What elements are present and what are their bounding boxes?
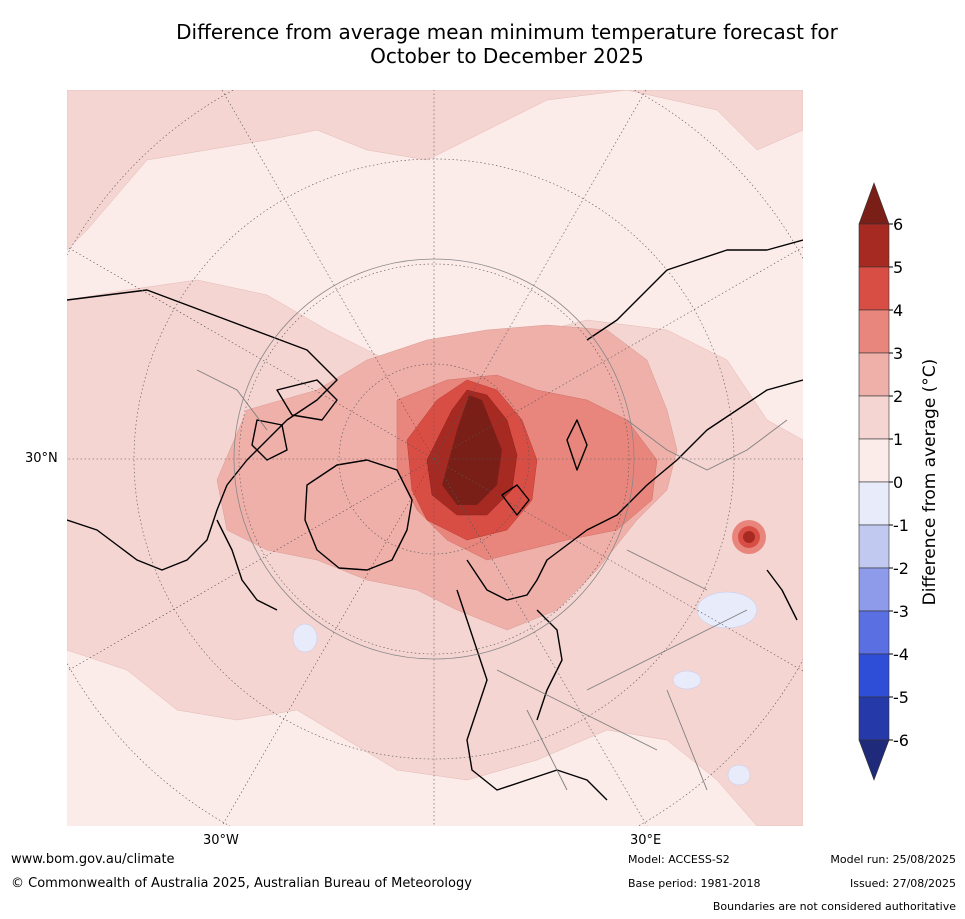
colorbar-segment-4-to-5 xyxy=(858,266,890,311)
colorbar-tick-label: 3 xyxy=(893,344,903,363)
footer-disclaimer: Boundaries are not considered authoritat… xyxy=(712,900,956,913)
anomaly-cool-patch-arabia xyxy=(727,764,751,786)
colorbar-tick-label: -3 xyxy=(893,602,909,621)
colorbar-segment-m1-to-0 xyxy=(858,481,890,526)
eurasia-coast xyxy=(466,379,803,601)
colorbar-tick-label: 6 xyxy=(893,215,903,234)
colorbar-tick-label: 5 xyxy=(893,258,903,277)
colorbar-segment-m6-to-m5 xyxy=(858,696,890,741)
graticule xyxy=(67,90,803,826)
north-america-coast xyxy=(67,289,338,571)
footer-model: Model: ACCESS-S2 xyxy=(628,853,730,866)
map-title-line-1: Difference from average mean minimum tem… xyxy=(176,20,838,44)
colorbar-tick-label: 1 xyxy=(893,430,903,449)
footer-copyright: © Commonwealth of Australia 2025, Austra… xyxy=(11,876,472,891)
colorbar-tick-label: 4 xyxy=(893,301,903,320)
colorbar-segment-m5-to-m4 xyxy=(858,653,890,698)
footer-issued: Issued: 27/08/2025 xyxy=(849,877,956,890)
europe-coast xyxy=(456,589,608,801)
lon-label-30e: 30°E xyxy=(630,833,662,848)
greenland-outline xyxy=(304,459,413,571)
footer-base-period: Base period: 1981-2018 xyxy=(628,877,761,890)
anomaly-region-above-6 xyxy=(442,395,502,505)
colorbar-tick-label: -2 xyxy=(893,559,909,578)
colorbar-segment-m4-to-m3 xyxy=(858,610,890,655)
colorbar-segment-5-to-6 xyxy=(858,223,890,268)
colorbar-tick-label: 0 xyxy=(893,473,903,492)
colorbar: 6 5 4 3 2 1 0 -1 -2 -3 -4 -5 -6 xyxy=(858,182,909,781)
colorbar-segment-3-to-4 xyxy=(858,309,890,354)
colorbar-tick-label: -6 xyxy=(893,731,909,750)
colorbar-tick-label: -4 xyxy=(893,645,909,664)
colorbar-segment-2-to-3 xyxy=(858,352,890,397)
footer-model-run: Model run: 25/08/2025 xyxy=(830,853,956,866)
coastlines xyxy=(67,239,803,801)
colorbar-tick-label: -5 xyxy=(893,688,909,707)
anomaly-cool-patch-asia xyxy=(672,670,702,690)
anomaly-cool-patch-china xyxy=(696,591,758,629)
footer-url[interactable]: www.bom.gov.au/climate xyxy=(11,852,175,867)
lon-label-30w: 30°W xyxy=(203,833,239,848)
temperature-anomaly-map xyxy=(67,90,803,826)
map-title: Difference from average mean minimum tem… xyxy=(0,20,965,68)
colorbar-tick-label: 2 xyxy=(893,387,903,406)
colorbar-title-text: Difference from average (°C) xyxy=(920,358,940,606)
colorbar-segment-m2-to-m1 xyxy=(858,524,890,569)
map-title-line-2: October to December 2025 xyxy=(370,44,644,68)
lat-label-30n: 30°N xyxy=(25,451,58,466)
colorbar-extend-top xyxy=(858,182,890,225)
colorbar-tick-label: -1 xyxy=(893,516,909,535)
colorbar-segment-0-to-1 xyxy=(858,438,890,483)
colorbar-segment-m3-to-m2 xyxy=(858,567,890,612)
colorbar-segment-1-to-2 xyxy=(858,395,890,440)
colorbar-extend-bottom xyxy=(858,739,890,781)
country-boundaries xyxy=(196,369,788,791)
anomaly-cool-patch-atlantic xyxy=(292,623,318,653)
